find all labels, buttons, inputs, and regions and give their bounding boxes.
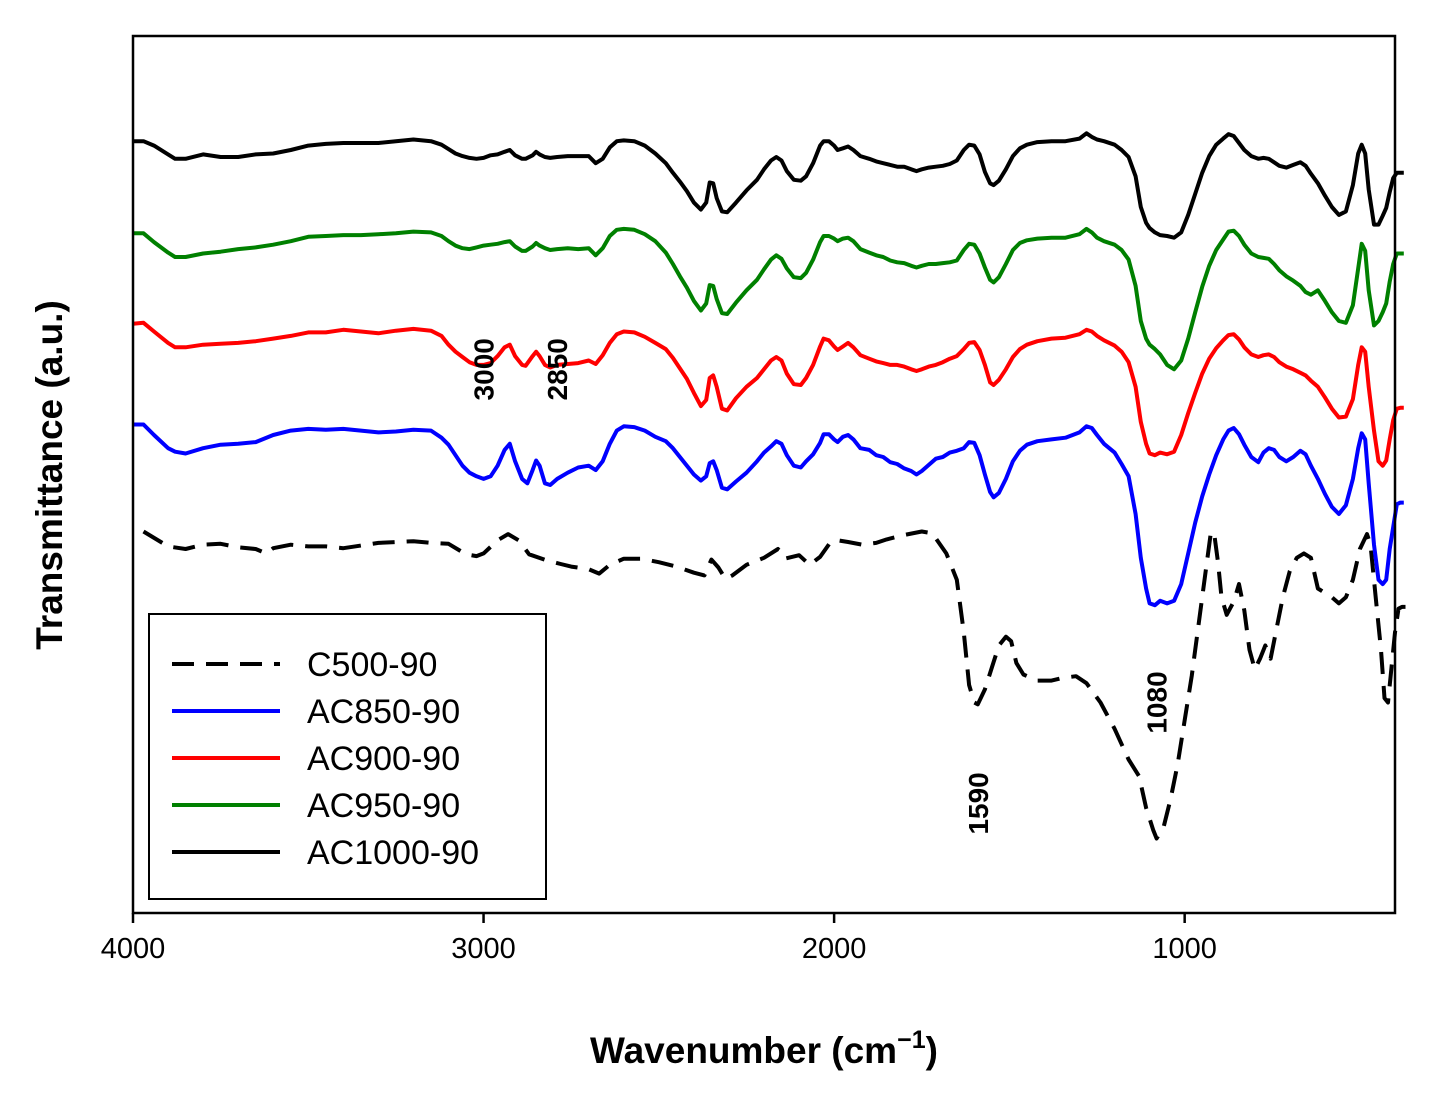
series-line-ac1000-90 [133,131,1404,240]
annotation-2850: 2850 [542,338,573,400]
x-tick-label-3000: 3000 [451,933,516,965]
legend-label-ac1000-90: AC1000-90 [307,834,479,872]
legend-label-c500-90: C500-90 [307,646,437,684]
x-axis-title: Wavenumber (cm−1) [590,1026,938,1071]
series-line-ac900-90 [132,320,1404,468]
legend-label-ac950-90: AC950-90 [307,787,460,825]
series-line-ac950-90 [133,226,1404,372]
series-layer [132,131,1406,841]
x-tick-label-1000: 1000 [1152,933,1217,965]
x-axis-title-main: Wavenumber (cm [590,1030,897,1071]
x-tick-label-2000: 2000 [802,933,867,965]
x-axis-title-close: ) [926,1030,938,1071]
series-line-ac850-90 [133,422,1404,608]
annotation-3000: 3000 [469,338,500,400]
x-axis: 4000 3000 2000 1000 [101,913,1217,965]
plot-frame [131,34,1397,915]
annotation-1080: 1080 [1142,671,1173,733]
x-tick-label-4000: 4000 [101,933,166,965]
x-axis-title-exponent: −1 [897,1026,926,1054]
annotation-1590: 1590 [963,772,994,834]
legend-items: C500-90 AC850-90 AC900-90 AC950-90 AC1000-90 [172,646,479,872]
series-line-c500-90 [142,529,1406,841]
legend: C500-90 AC850-90 AC900-90 AC950-90 AC1000-90 [148,613,547,900]
annotations: 3000 2850 1590 1080 [469,338,1173,834]
legend-label-ac900-90: AC900-90 [307,740,460,778]
legend-label-ac850-90: AC850-90 [307,693,460,731]
y-axis-title: Transmittance (a.u.) [29,300,70,650]
